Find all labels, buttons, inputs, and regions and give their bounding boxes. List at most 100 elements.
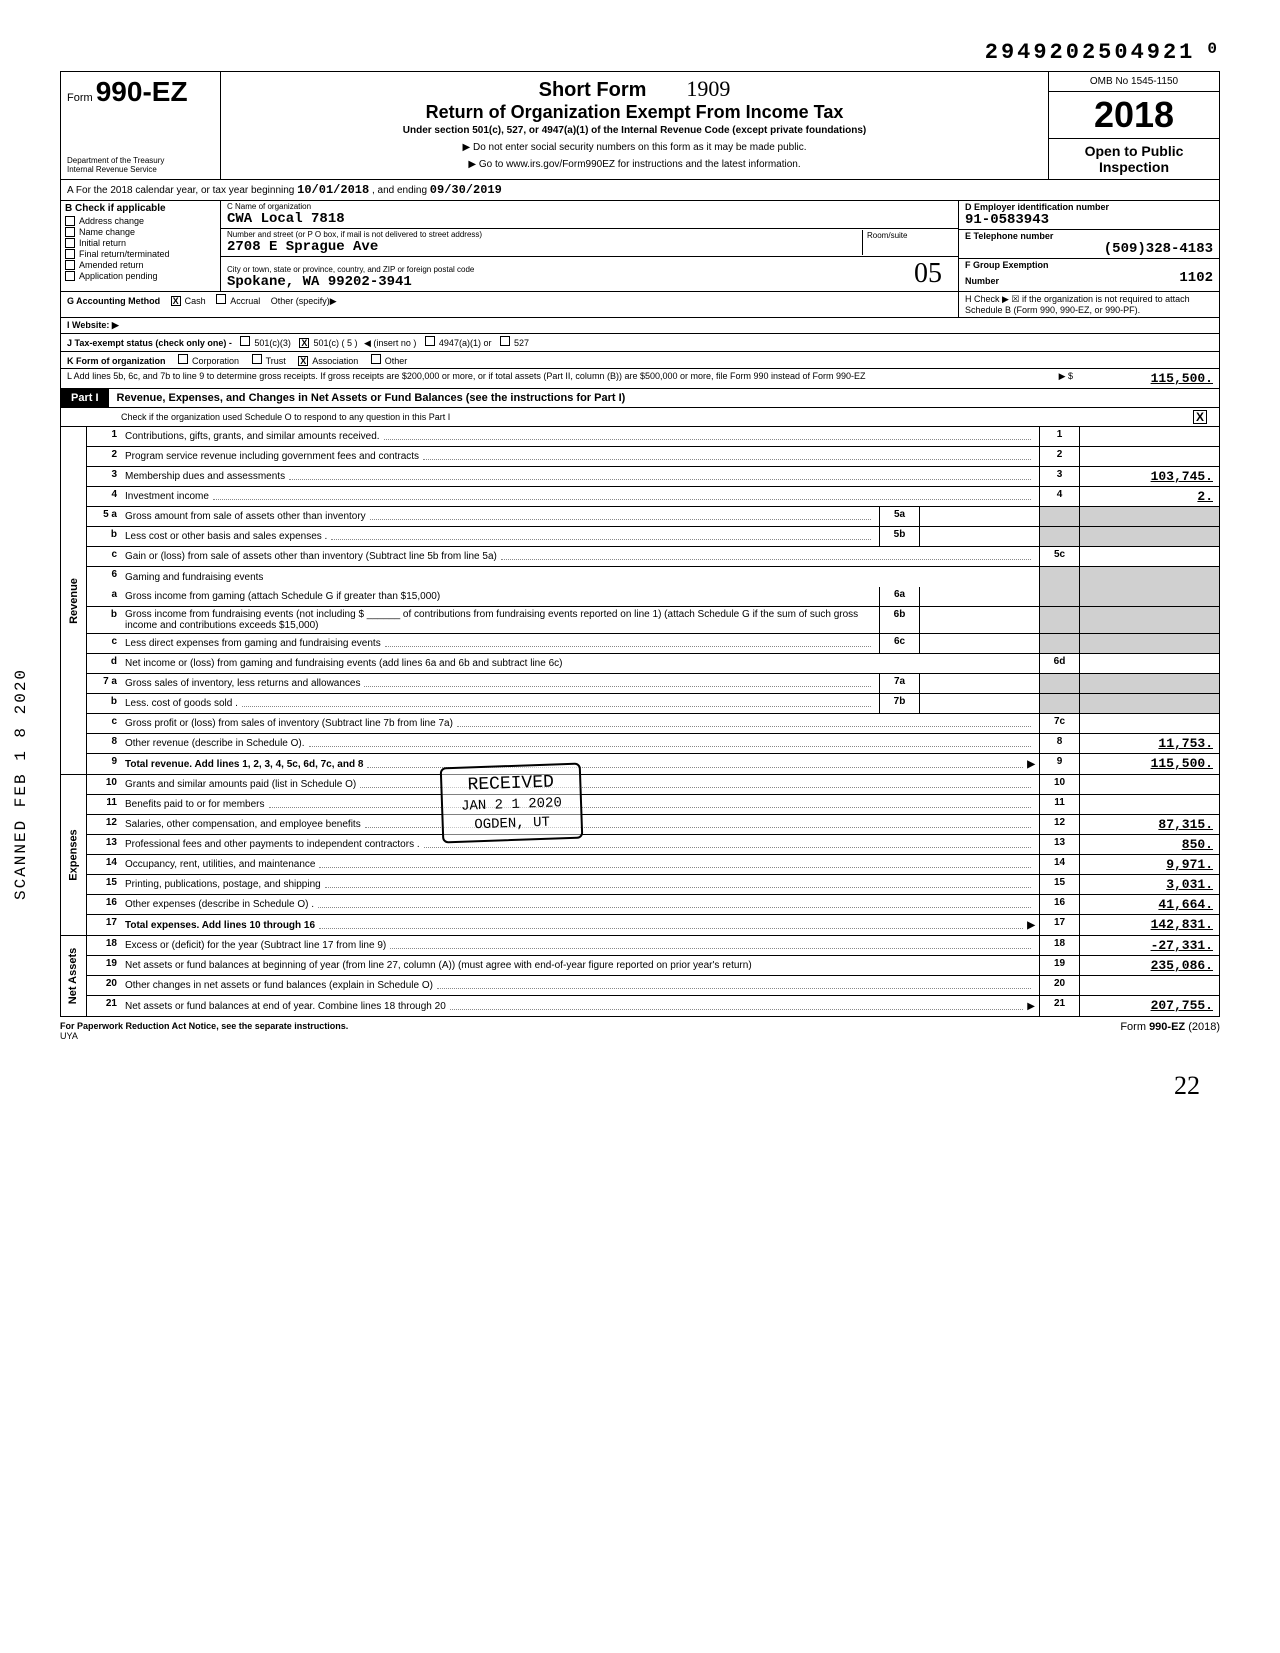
col-c-city: City or town, state or province, country… xyxy=(221,257,958,291)
line-5c: c Gain or (loss) from sale of assets oth… xyxy=(87,547,1219,567)
dln-main: 2949202504921 xyxy=(985,40,1196,65)
row-i: I Website: ▶ xyxy=(60,318,1220,334)
dln-row: 2949202504921 0 xyxy=(60,40,1220,65)
cb-final-return: Final return/terminated xyxy=(65,249,216,259)
line-11: 11 Benefits paid to or for members 11 xyxy=(87,795,1219,815)
line-19: 19 Net assets or fund balances at beginn… xyxy=(87,956,1219,976)
line-12: 12 Salaries, other compensation, and emp… xyxy=(87,815,1219,835)
line-9: 9 Total revenue. Add lines 1, 2, 3, 4, 5… xyxy=(87,754,1219,774)
return-title: Return of Organization Exempt From Incom… xyxy=(229,102,1040,123)
instr1: Do not enter social security numbers on … xyxy=(229,142,1040,153)
line-8: 8 Other revenue (describe in Schedule O)… xyxy=(87,734,1219,754)
line-20: 20 Other changes in net assets or fund b… xyxy=(87,976,1219,996)
line-a-begin: 10/01/2018 xyxy=(297,183,369,197)
revenue-section: Revenue 1 Contributions, gifts, grants, … xyxy=(60,427,1220,775)
line-a-mid: , and ending xyxy=(372,185,427,196)
line-6: 6 Gaming and fundraising events xyxy=(87,567,1219,587)
col-f: F Group Exemption Number 1102 xyxy=(959,259,1219,287)
dept: Department of the Treasury Internal Reve… xyxy=(67,157,214,175)
col-e: E Telephone number (509)328-4183 xyxy=(959,230,1219,259)
tax-year: 2018 xyxy=(1049,92,1219,139)
form-header-mid: Short Form 1909 Return of Organization E… xyxy=(221,72,1049,179)
row-h: H Check ▶ ☒ if the organization is not r… xyxy=(959,292,1219,317)
line-a: A For the 2018 calendar year, or tax yea… xyxy=(60,180,1220,201)
line-6a: a Gross income from gaming (attach Sched… xyxy=(87,587,1219,607)
org-name: CWA Local 7818 xyxy=(227,211,952,227)
netassets-label: Net Assets xyxy=(61,936,87,1016)
line-5b: b Less cost or other basis and sales exp… xyxy=(87,527,1219,547)
row-j: J Tax-exempt status (check only one) - 5… xyxy=(60,334,1220,352)
received-stamp: RECEIVED JAN 2 1 2020 OGDEN, UT xyxy=(440,763,583,844)
open-public: Open to Public Inspection xyxy=(1049,139,1219,179)
form-prefix: Form xyxy=(67,92,93,104)
expenses-label: Expenses xyxy=(61,775,87,935)
subtitle: Under section 501(c), 527, or 4947(a)(1)… xyxy=(229,125,1040,136)
cb-initial-return: Initial return xyxy=(65,238,216,248)
open2: Inspection xyxy=(1053,159,1215,175)
footer-left: For Paperwork Reduction Act Notice, see … xyxy=(60,1021,348,1031)
line-7b: b Less. cost of goods sold . 7b xyxy=(87,694,1219,714)
part-1-bar: Part I Revenue, Expenses, and Changes in… xyxy=(60,389,1220,408)
org-city: Spokane, WA 99202-3941 xyxy=(227,274,914,290)
row-k: K Form of organization Corporation Trust… xyxy=(60,352,1220,369)
form-number: Form 990-EZ xyxy=(67,76,214,108)
col-b-header: B Check if applicable xyxy=(65,203,216,214)
part-1-label: Part I xyxy=(61,389,109,407)
form-header-left: Form 990-EZ Department of the Treasury I… xyxy=(61,72,221,179)
line-a-end: 09/30/2019 xyxy=(430,183,502,197)
col-c: C Name of organization CWA Local 7818 Nu… xyxy=(221,201,959,291)
dept2: Internal Revenue Service xyxy=(67,166,214,175)
cb-app-pending: Application pending xyxy=(65,271,216,281)
line-7a: 7 a Gross sales of inventory, less retur… xyxy=(87,674,1219,694)
line-6b: b Gross income from fundraising events (… xyxy=(87,607,1219,634)
line-3: 3 Membership dues and assessments 3 103,… xyxy=(87,467,1219,487)
line-10: 10 Grants and similar amounts paid (list… xyxy=(87,775,1219,795)
line-18: 18 Excess or (deficit) for the year (Sub… xyxy=(87,936,1219,956)
open1: Open to Public xyxy=(1053,143,1215,159)
col-b: B Check if applicable Address change Nam… xyxy=(61,201,221,291)
line-21: 21 Net assets or fund balances at end of… xyxy=(87,996,1219,1016)
cb-address-change: Address change xyxy=(65,216,216,226)
ein: 91-0583943 xyxy=(965,212,1213,228)
group-exemption: 1102 xyxy=(1179,270,1213,286)
page-number: 22 xyxy=(60,1071,1200,1101)
hand-year: 1909 xyxy=(686,76,730,102)
phone: (509)328-4183 xyxy=(965,241,1213,257)
line-2: 2 Program service revenue including gove… xyxy=(87,447,1219,467)
col-c-name: C Name of organization CWA Local 7818 xyxy=(221,201,958,229)
dln-suffix: 0 xyxy=(1207,40,1220,65)
omb: OMB No 1545-1150 xyxy=(1049,72,1219,92)
line-5a: 5 a Gross amount from sale of assets oth… xyxy=(87,507,1219,527)
scanned-stamp: SCANNED FEB 1 8 2020 xyxy=(12,668,30,900)
footer: For Paperwork Reduction Act Notice, see … xyxy=(60,1021,1220,1041)
short-form: Short Form xyxy=(539,79,647,102)
footer-right: Form 990-EZ (2018) xyxy=(1120,1021,1220,1041)
form-header-right: OMB No 1545-1150 2018 Open to Public Ins… xyxy=(1049,72,1219,179)
cb-name-change: Name change xyxy=(65,227,216,237)
instr2: Go to www.irs.gov/Form990EZ for instruct… xyxy=(229,159,1040,170)
col-de: D Employer identification number 91-0583… xyxy=(959,201,1219,291)
line-4: 4 Investment income 4 2. xyxy=(87,487,1219,507)
line-7c: c Gross profit or (loss) from sales of i… xyxy=(87,714,1219,734)
line-1: 1 Contributions, gifts, grants, and simi… xyxy=(87,427,1219,447)
line-17: 17 Total expenses. Add lines 10 through … xyxy=(87,915,1219,935)
line-13: 13 Professional fees and other payments … xyxy=(87,835,1219,855)
gross-receipts: 115,500. xyxy=(1073,371,1213,386)
col-c-addr: Number and street (or P O box, if mail i… xyxy=(221,229,958,257)
col-d: D Employer identification number 91-0583… xyxy=(959,201,1219,230)
revenue-label: Revenue xyxy=(61,427,87,774)
hand-05: 05 xyxy=(914,258,952,290)
row-g: G Accounting Method XCash Accrual Other … xyxy=(60,291,1220,318)
expenses-section: RECEIVED JAN 2 1 2020 OGDEN, UT Expenses… xyxy=(60,775,1220,936)
org-addr: 2708 E Sprague Ave xyxy=(227,239,862,255)
room-suite: Room/suite xyxy=(862,230,952,255)
line-14: 14 Occupancy, rent, utilities, and maint… xyxy=(87,855,1219,875)
form-number-val: 990-EZ xyxy=(96,76,188,107)
cb-amended: Amended return xyxy=(65,260,216,270)
line-16: 16 Other expenses (describe in Schedule … xyxy=(87,895,1219,915)
line-15: 15 Printing, publications, postage, and … xyxy=(87,875,1219,895)
part-1-sub: Check if the organization used Schedule … xyxy=(60,408,1220,427)
form-header: Form 990-EZ Department of the Treasury I… xyxy=(60,71,1220,180)
part-1-title: Revenue, Expenses, and Changes in Net As… xyxy=(109,389,1219,407)
entity-block: B Check if applicable Address change Nam… xyxy=(60,201,1220,291)
